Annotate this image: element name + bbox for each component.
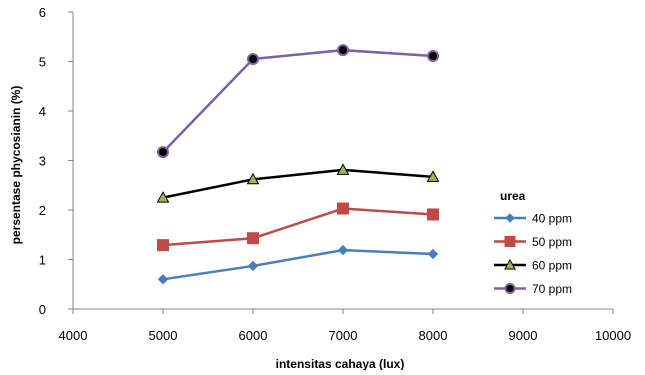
y-axis-title: persentase phycosianin (%)	[9, 86, 23, 245]
y-tick-label: 5	[39, 55, 46, 70]
x-tick-label: 9000	[509, 328, 538, 343]
series-line	[162, 207, 434, 247]
legend: urea 40 ppm 50 ppm 60 ppm 70 ppm	[494, 189, 572, 296]
series-line	[162, 48, 434, 153]
series-50-ppm	[157, 202, 439, 252]
x-tick-label: 7000	[329, 328, 358, 343]
data-point	[157, 239, 169, 252]
legend-item: 70 ppm	[494, 282, 572, 296]
data-point	[427, 50, 439, 63]
series-60-ppm	[156, 163, 440, 203]
series-40-ppm	[157, 244, 439, 285]
data-point	[337, 244, 349, 256]
x-tick-label: 6000	[239, 328, 268, 343]
y-tick-label: 4	[39, 104, 46, 119]
legend-marker	[504, 283, 516, 294]
legend-title: urea	[500, 189, 526, 203]
x-tick-label: 10000	[595, 328, 631, 343]
x-axis-title: intensitas cahaya (lux)	[276, 357, 405, 370]
data-point	[157, 146, 169, 159]
y-tick-label: 6	[39, 5, 46, 20]
data-point	[247, 260, 259, 272]
legend-label: 70 ppm	[532, 282, 572, 296]
legend-label: 60 ppm	[532, 259, 572, 273]
data-point	[157, 274, 169, 285]
data-point	[336, 163, 350, 175]
legend-item: 50 ppm	[494, 235, 572, 249]
data-point	[427, 208, 439, 221]
series-layer	[156, 44, 440, 285]
legend-item: 60 ppm	[494, 259, 572, 273]
data-point	[247, 232, 259, 245]
data-point	[426, 170, 440, 182]
legend-marker	[505, 213, 515, 223]
legend-item: 40 ppm	[494, 212, 572, 226]
x-tick-label: 4000	[59, 328, 88, 343]
legend-label: 50 ppm	[532, 235, 572, 249]
series-70-ppm	[157, 44, 439, 159]
y-tick-label: 3	[39, 154, 46, 169]
y-tick-label: 0	[39, 302, 46, 317]
x-tick-label: 8000	[419, 328, 448, 343]
axes: 0 1 2 3 4 5 6 4000 5000 6000 7000 8000 9000 10000	[39, 5, 631, 343]
y-tick-label: 1	[39, 253, 46, 268]
x-tick-label: 5000	[149, 328, 178, 343]
legend-marker	[504, 258, 516, 270]
data-point	[427, 248, 439, 260]
data-point	[247, 53, 259, 66]
data-point	[337, 202, 349, 215]
series-line	[162, 248, 434, 281]
legend-marker	[504, 236, 516, 247]
data-point	[337, 44, 349, 57]
data-point	[246, 172, 260, 185]
legend-label: 40 ppm	[532, 212, 572, 226]
data-point	[156, 191, 170, 203]
series-line	[162, 168, 434, 199]
y-tick-label: 2	[39, 203, 46, 218]
